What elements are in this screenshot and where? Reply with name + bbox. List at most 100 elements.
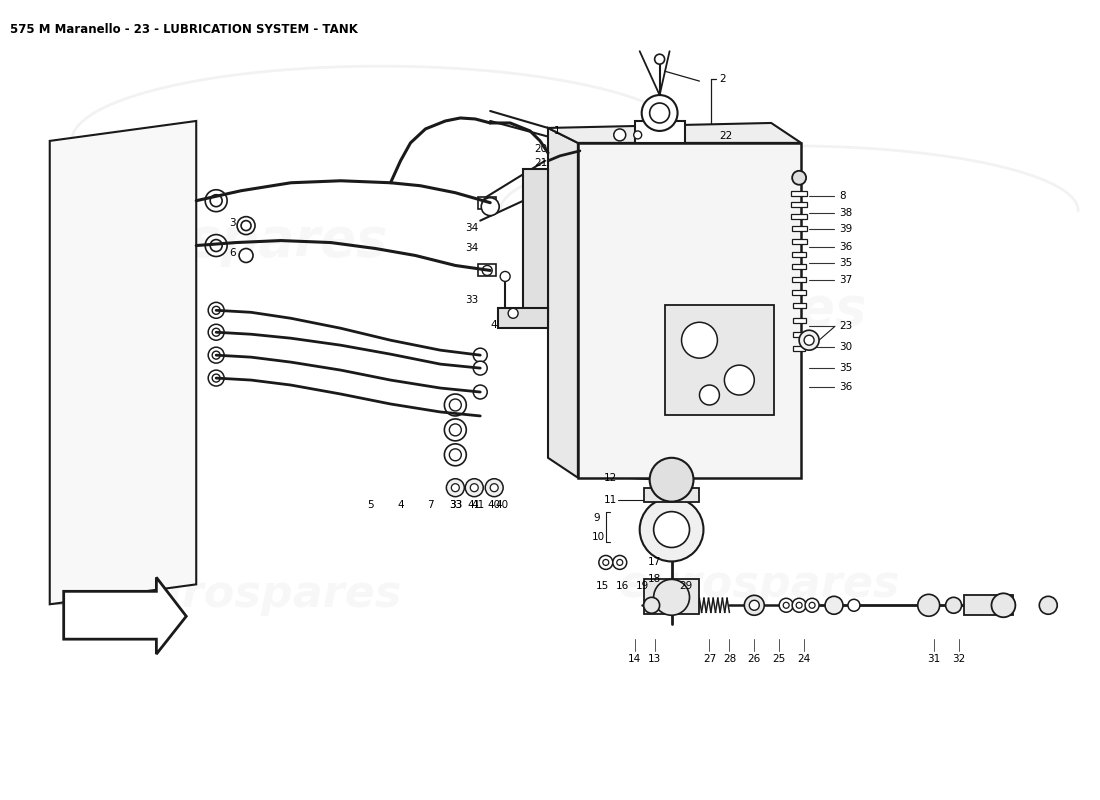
Text: 1: 1	[554, 126, 561, 136]
Text: 33: 33	[465, 295, 478, 306]
Circle shape	[917, 594, 939, 616]
Text: 36: 36	[839, 242, 853, 251]
Text: 18: 18	[648, 574, 661, 584]
Text: 25: 25	[772, 654, 785, 664]
Circle shape	[208, 324, 224, 340]
Circle shape	[644, 598, 660, 614]
Circle shape	[641, 95, 678, 131]
Bar	[791, 202, 807, 206]
Circle shape	[508, 308, 518, 318]
Circle shape	[810, 602, 815, 608]
Text: 11: 11	[604, 494, 617, 505]
Text: 40: 40	[496, 500, 508, 510]
Bar	[792, 251, 806, 257]
Circle shape	[210, 194, 222, 206]
Circle shape	[653, 512, 690, 547]
Circle shape	[749, 600, 759, 610]
Circle shape	[640, 498, 704, 562]
Circle shape	[745, 595, 764, 615]
Circle shape	[212, 351, 220, 359]
Text: 42: 42	[534, 174, 547, 184]
Text: eurospares: eurospares	[120, 573, 402, 616]
Circle shape	[212, 306, 220, 314]
Circle shape	[473, 348, 487, 362]
Circle shape	[796, 602, 802, 608]
Bar	[664, 306, 774, 415]
Bar	[524, 169, 548, 318]
Text: 37: 37	[839, 275, 853, 286]
Text: 43: 43	[534, 216, 547, 226]
Circle shape	[603, 559, 608, 566]
Circle shape	[700, 385, 719, 405]
Circle shape	[654, 54, 664, 64]
Text: eurospares: eurospares	[55, 214, 388, 266]
Text: 19: 19	[636, 582, 649, 591]
Bar	[792, 278, 806, 282]
Bar	[792, 214, 806, 218]
Circle shape	[650, 458, 693, 502]
Text: 39: 39	[839, 223, 853, 234]
Text: 2: 2	[719, 74, 726, 84]
Text: 33: 33	[449, 500, 462, 510]
Circle shape	[473, 385, 487, 399]
Circle shape	[444, 394, 466, 416]
Circle shape	[491, 484, 498, 492]
Text: 3: 3	[229, 218, 235, 228]
Text: eurospares: eurospares	[532, 284, 866, 336]
Bar	[792, 290, 806, 295]
Circle shape	[471, 484, 478, 492]
Text: 6: 6	[229, 247, 235, 258]
Text: 29: 29	[680, 582, 693, 591]
Text: 35: 35	[839, 363, 853, 373]
Circle shape	[482, 266, 492, 275]
Text: 32: 32	[952, 654, 965, 664]
Circle shape	[617, 559, 623, 566]
Text: 34: 34	[465, 242, 478, 253]
Text: 40: 40	[487, 500, 500, 510]
Circle shape	[241, 221, 251, 230]
Circle shape	[614, 129, 626, 141]
Circle shape	[206, 234, 227, 257]
Text: 8: 8	[839, 190, 846, 201]
Circle shape	[208, 370, 224, 386]
Text: 34: 34	[465, 222, 478, 233]
Bar	[792, 265, 806, 270]
Text: 41: 41	[472, 500, 485, 510]
Bar	[793, 318, 805, 323]
Circle shape	[598, 555, 613, 570]
Circle shape	[208, 302, 224, 318]
Text: 22: 22	[719, 131, 733, 141]
Circle shape	[485, 478, 503, 497]
Circle shape	[239, 249, 253, 262]
Circle shape	[450, 424, 461, 436]
Bar	[578, 143, 801, 478]
Polygon shape	[50, 121, 196, 604]
Circle shape	[1040, 596, 1057, 614]
Text: 36: 36	[839, 382, 853, 392]
Bar	[792, 303, 806, 308]
Bar	[793, 332, 805, 338]
Circle shape	[482, 198, 492, 208]
Text: 30: 30	[839, 342, 853, 352]
Circle shape	[805, 598, 820, 612]
Bar	[635, 121, 684, 143]
Text: 4: 4	[397, 500, 404, 510]
Bar	[644, 488, 700, 502]
Circle shape	[500, 271, 510, 282]
Circle shape	[792, 598, 806, 612]
Polygon shape	[64, 578, 186, 654]
Circle shape	[946, 598, 961, 614]
Text: 7: 7	[427, 500, 433, 510]
Circle shape	[804, 335, 814, 345]
Polygon shape	[548, 128, 578, 478]
Circle shape	[473, 361, 487, 375]
Circle shape	[444, 419, 466, 441]
Circle shape	[653, 579, 690, 615]
Text: 12: 12	[604, 473, 617, 482]
Bar	[478, 197, 496, 209]
Text: 15: 15	[596, 582, 609, 591]
Circle shape	[451, 484, 460, 492]
Text: 35: 35	[839, 258, 853, 269]
Text: 16: 16	[616, 582, 629, 591]
Bar	[644, 579, 700, 614]
